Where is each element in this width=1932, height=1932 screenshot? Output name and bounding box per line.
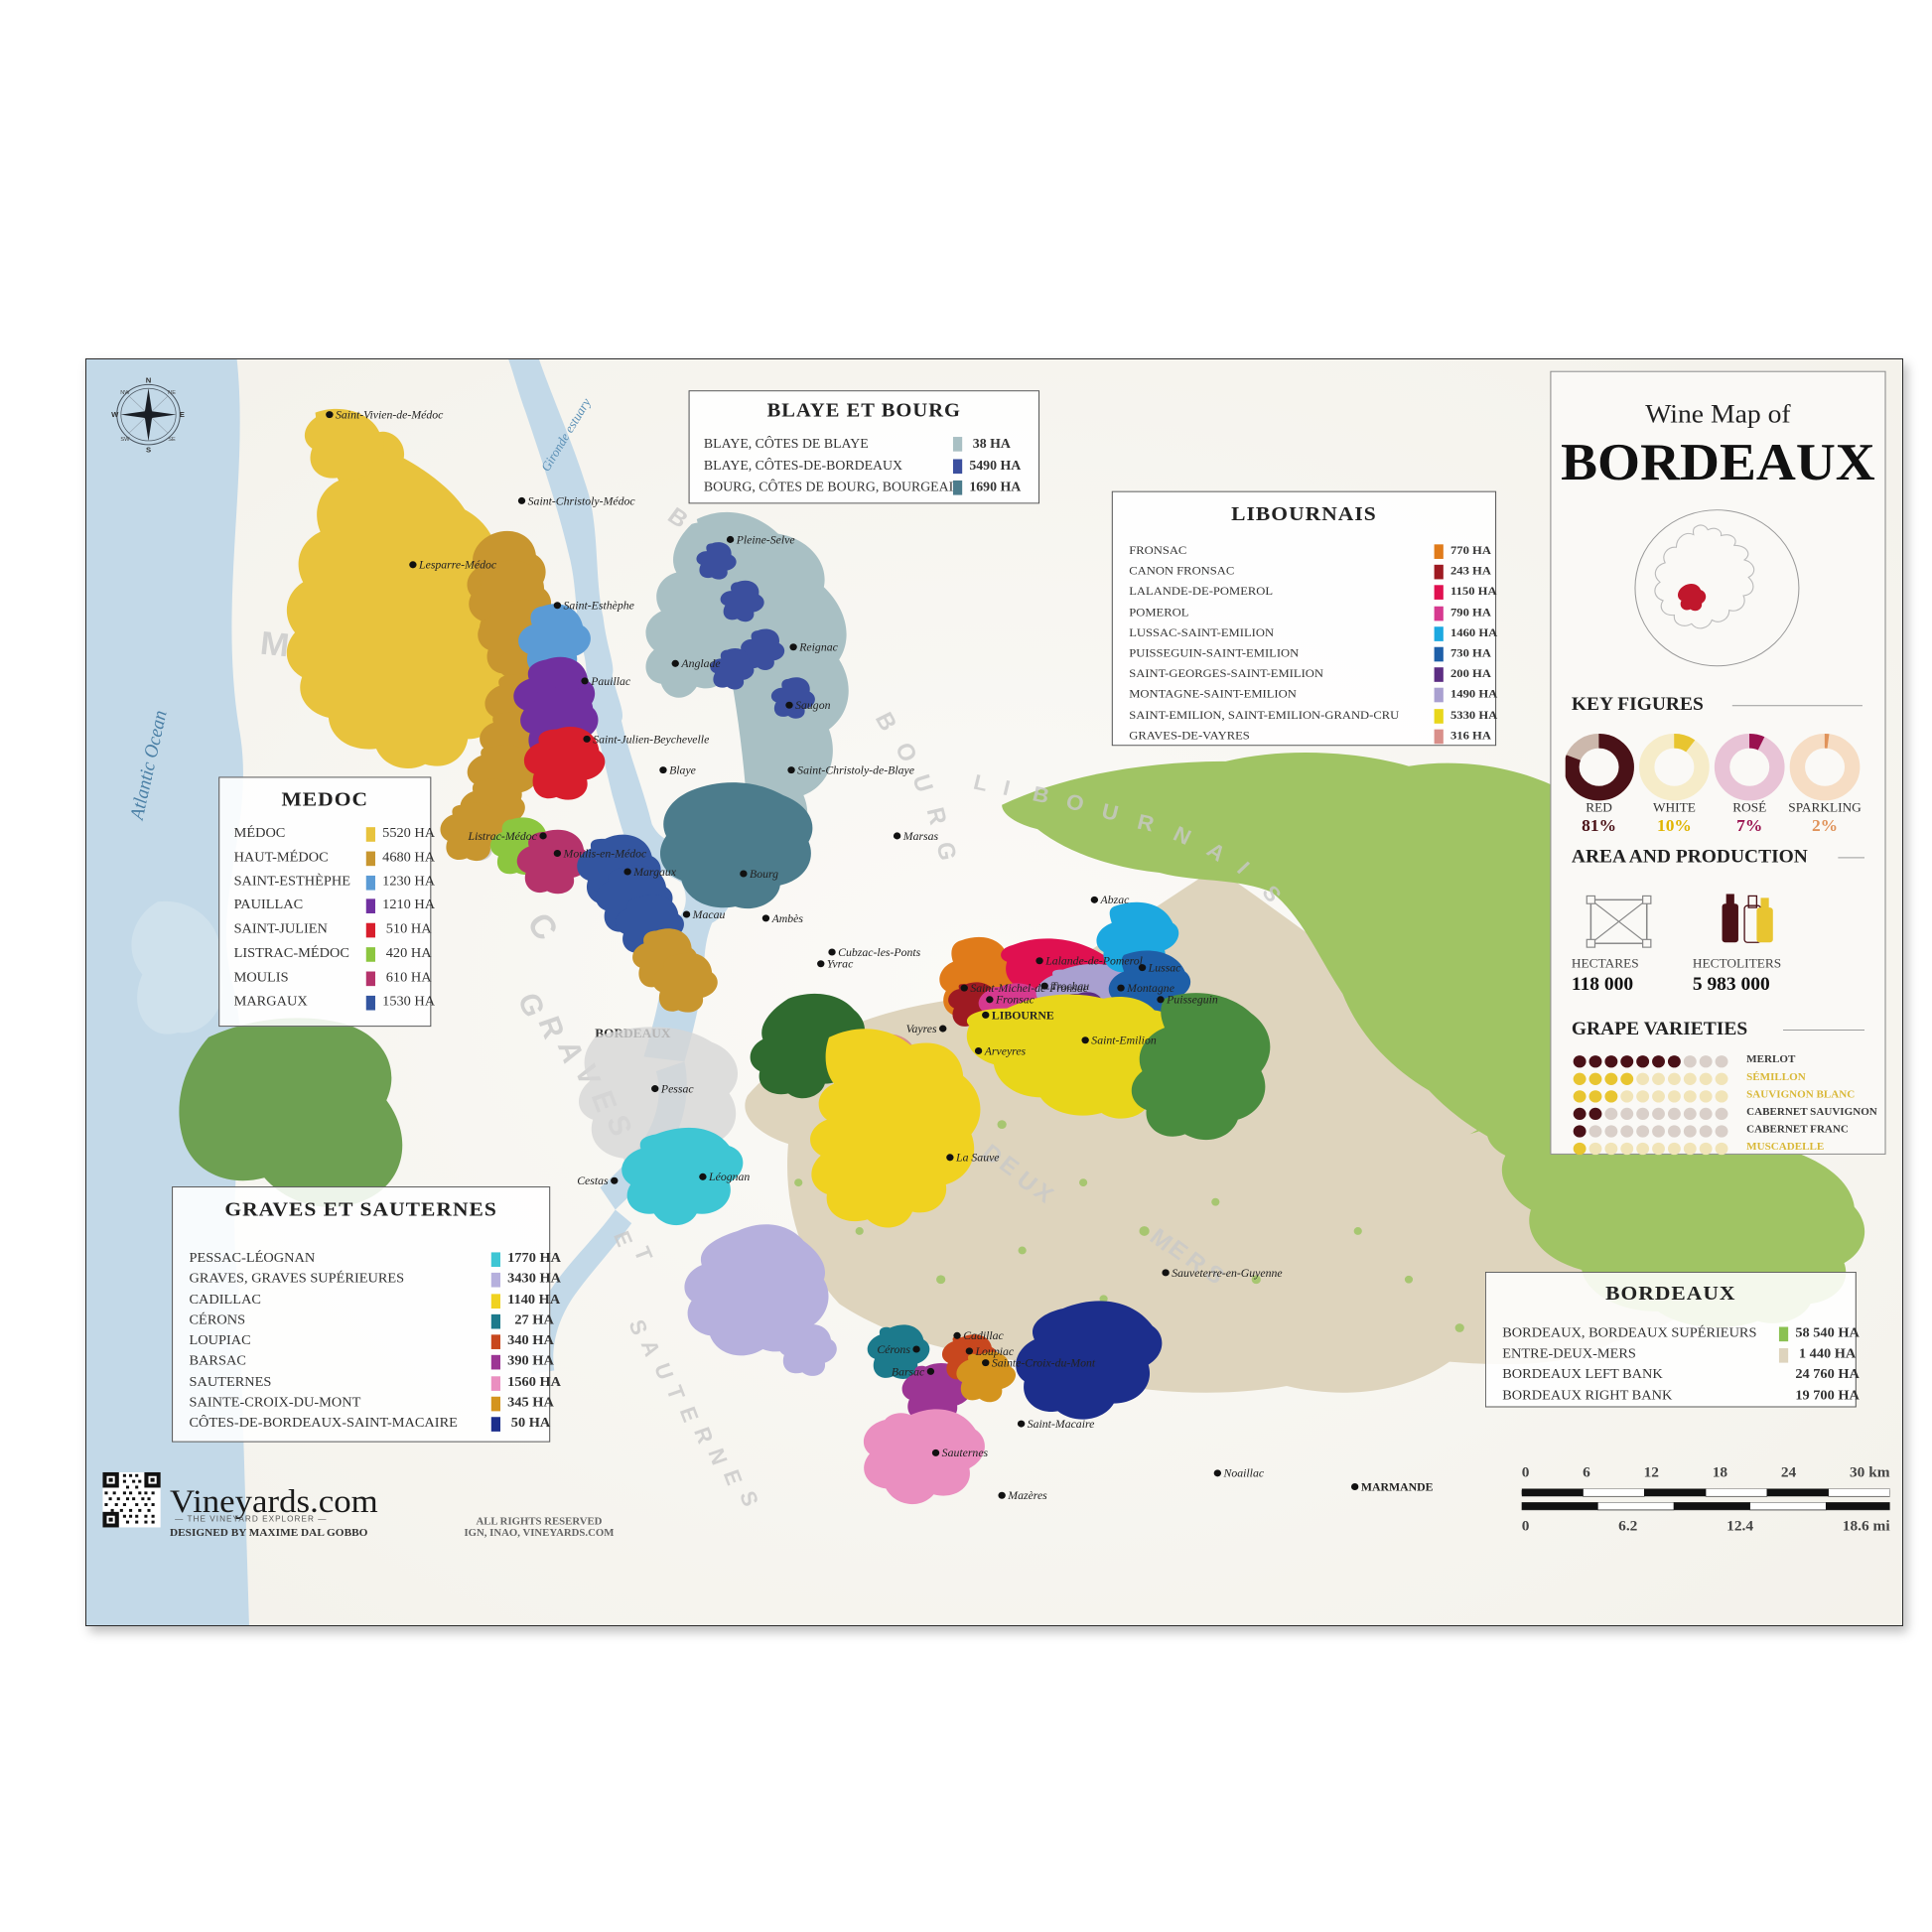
svg-text:Sainte-Croix-du-Mont: Sainte-Croix-du-Mont [992,1358,1096,1370]
svg-text:Reignac: Reignac [798,642,838,654]
svg-text:Cadillac: Cadillac [963,1330,1004,1342]
svg-text:M: M [258,624,291,664]
svg-text:Arveyres: Arveyres [984,1046,1027,1058]
svg-text:WHITE: WHITE [1653,800,1696,815]
svg-text:Pleine-Selve: Pleine-Selve [736,535,795,547]
svg-text:Mazères: Mazères [1007,1490,1047,1502]
svg-text:Sauternes: Sauternes [942,1448,989,1459]
svg-text:Moulis-en-Médoc: Moulis-en-Médoc [563,849,647,861]
svg-text:NW: NW [120,390,130,396]
svg-text:NE: NE [168,390,176,396]
svg-text:7%: 7% [1736,816,1762,835]
svg-text:Saint-Emilion: Saint-Emilion [1091,1035,1157,1047]
svg-text:LIBOURNE: LIBOURNE [992,1011,1054,1023]
svg-text:SW: SW [120,437,130,443]
svg-text:81%: 81% [1582,816,1616,835]
svg-text:SE: SE [168,437,176,443]
svg-text:Cérons: Cérons [877,1344,910,1356]
svg-text:N: N [146,376,152,385]
svg-text:Lussac: Lussac [1148,963,1181,975]
svg-text:ROSÉ: ROSÉ [1732,800,1766,815]
svg-text:2%: 2% [1812,816,1838,835]
svg-text:Fronsac: Fronsac [995,995,1035,1007]
svg-text:Sauveterre-en-Guyenne: Sauveterre-en-Guyenne [1172,1268,1282,1280]
svg-text:Lalande-de-Pomerol: Lalande-de-Pomerol [1044,956,1143,968]
svg-text:Saugon: Saugon [795,700,831,712]
svg-text:Loupiac: Loupiac [974,1346,1014,1358]
svg-text:RED: RED [1586,800,1612,815]
svg-text:SPARKLING: SPARKLING [1788,800,1862,815]
svg-text:Pessac: Pessac [660,1084,694,1096]
svg-text:Noaillac: Noaillac [1222,1468,1264,1480]
svg-text:Macau: Macau [692,909,726,921]
svg-text:Ambès: Ambès [771,913,804,925]
svg-text:10%: 10% [1657,816,1692,835]
svg-text:Saint-Julien-Beychevelle: Saint-Julien-Beychevelle [593,735,709,747]
svg-text:Saint-Vivien-de-Médoc: Saint-Vivien-de-Médoc [336,410,443,422]
svg-text:Blaye: Blaye [669,765,696,777]
svg-text:Anglade: Anglade [680,658,720,670]
svg-text:Pauillac: Pauillac [590,676,630,688]
svg-text:Léognan: Léognan [708,1172,751,1183]
svg-text:Barsac: Barsac [892,1367,924,1379]
svg-text:Abzac: Abzac [1100,895,1130,906]
svg-text:Margaux: Margaux [632,867,677,879]
svg-text:Yvrac: Yvrac [827,959,853,971]
svg-text:Cestas: Cestas [577,1175,609,1187]
svg-text:Puisseguin: Puisseguin [1166,995,1218,1007]
svg-text:Vayres: Vayres [906,1024,938,1035]
svg-text:Montagne: Montagne [1126,983,1174,995]
svg-text:La Sauve: La Sauve [955,1153,1000,1165]
svg-text:MARMANDE: MARMANDE [1361,1482,1434,1494]
svg-text:W: W [111,410,119,419]
svg-text:Saint-Macaire: Saint-Macaire [1028,1419,1095,1431]
svg-text:Saint-Esthèphe: Saint-Esthèphe [564,601,634,613]
svg-text:S: S [146,446,151,455]
svg-text:E: E [180,410,185,419]
svg-text:Saint-Christoly-Médoc: Saint-Christoly-Médoc [528,496,635,508]
svg-text:Listrac-Médoc: Listrac-Médoc [468,831,537,843]
svg-text:Cubzac-les-Ponts: Cubzac-les-Ponts [838,947,921,959]
svg-text:Bourg: Bourg [750,869,778,881]
svg-text:Trochau: Trochau [1050,981,1089,993]
svg-text:Marsas: Marsas [902,831,939,843]
svg-text:Lesparre-Médoc: Lesparre-Médoc [418,560,496,572]
svg-text:Saint-Christoly-de-Blaye: Saint-Christoly-de-Blaye [797,765,914,777]
